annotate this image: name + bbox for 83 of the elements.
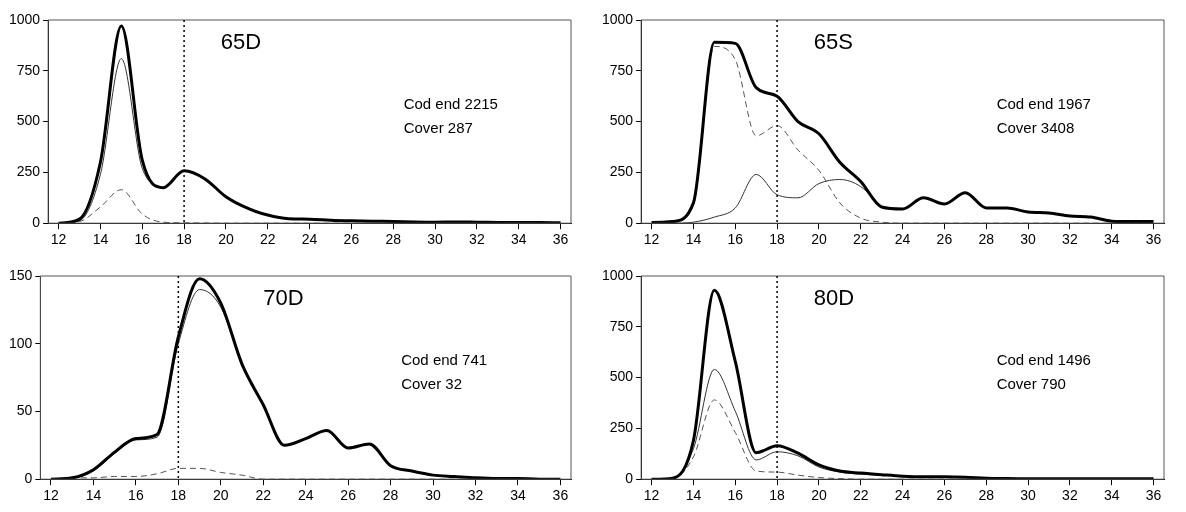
- x-tick-label: 22: [255, 487, 272, 504]
- x-tick-label: 14: [85, 487, 102, 504]
- annotation: Cod end 1967: [996, 94, 1091, 112]
- x-tick-label: 30: [425, 487, 442, 504]
- y-tick-label: 0: [625, 214, 634, 231]
- x-tick-label: 30: [1020, 231, 1037, 248]
- x-tick-label: 24: [894, 487, 911, 504]
- x-tick-label: 36: [552, 487, 569, 504]
- y-tick-label: 150: [9, 266, 33, 283]
- x-tick-label: 22: [852, 487, 869, 504]
- x-tick-label: 20: [212, 487, 229, 504]
- y-tick-label: 1000: [601, 10, 634, 27]
- x-tick-label: 18: [176, 231, 193, 248]
- x-tick-label: 18: [769, 231, 786, 248]
- x-tick-label: 12: [643, 231, 660, 248]
- x-tick-label: 32: [469, 231, 485, 248]
- y-tick-label: 0: [32, 214, 41, 231]
- y-tick-label: 250: [609, 163, 634, 180]
- y-tick-label: 1000: [8, 10, 41, 27]
- annotation: Cover 790: [996, 374, 1066, 392]
- x-tick-label: 26: [343, 231, 360, 248]
- chart-title: 65S: [813, 29, 853, 55]
- x-tick-label: 28: [978, 487, 995, 504]
- x-tick-label: 36: [1145, 231, 1162, 248]
- x-tick-label: 20: [811, 487, 827, 504]
- y-tick-label: 50: [16, 402, 33, 419]
- x-tick-label: 30: [1020, 487, 1037, 504]
- x-tick-label: 20: [218, 231, 234, 248]
- x-tick-label: 22: [259, 231, 276, 248]
- x-tick-label: 24: [297, 487, 314, 504]
- x-tick-label: 12: [50, 231, 67, 248]
- annotation: Cover 32: [401, 374, 463, 392]
- x-tick-label: 36: [552, 231, 569, 248]
- x-tick-label: 20: [811, 231, 827, 248]
- x-tick-label: 28: [385, 231, 402, 248]
- x-tick-label: 18: [170, 487, 187, 504]
- x-tick-label: 32: [1062, 231, 1078, 248]
- y-tick-label: 750: [609, 61, 634, 78]
- annotation: Cod end 741: [401, 350, 488, 368]
- y-tick-label: 500: [16, 112, 41, 129]
- x-tick-label: 34: [510, 231, 527, 248]
- x-tick-label: 12: [643, 487, 660, 504]
- y-tick-label: 750: [16, 61, 41, 78]
- x-tick-label: 32: [467, 487, 484, 504]
- x-tick-label: 16: [128, 487, 144, 504]
- y-tick-label: 500: [609, 368, 634, 385]
- x-tick-label: 18: [769, 487, 786, 504]
- x-tick-label: 26: [340, 487, 357, 504]
- chart-title: 80D: [813, 285, 855, 311]
- y-tick-label: 0: [24, 470, 33, 487]
- x-tick-label: 14: [685, 487, 702, 504]
- x-tick-label: 12: [43, 487, 59, 504]
- y-tick-label: 100: [9, 334, 33, 351]
- y-tick-label: 1000: [601, 266, 634, 283]
- x-tick-label: 34: [1103, 231, 1120, 248]
- x-tick-label: 34: [510, 487, 526, 504]
- x-tick-label: 32: [1062, 487, 1078, 504]
- y-tick-label: 250: [609, 419, 634, 436]
- x-tick-label: 26: [936, 487, 953, 504]
- x-tick-label: 16: [134, 231, 151, 248]
- chart-title: 65D: [220, 29, 262, 55]
- x-tick-label: 16: [727, 231, 744, 248]
- x-tick-label: 30: [427, 231, 444, 248]
- y-tick-label: 500: [609, 112, 634, 129]
- x-tick-label: 14: [92, 231, 109, 248]
- annotation: Cover 3408: [996, 118, 1075, 136]
- x-tick-label: 34: [1103, 487, 1120, 504]
- x-tick-label: 28: [978, 231, 995, 248]
- chart-title: 70D: [263, 285, 304, 311]
- annotation: Cover 287: [403, 118, 473, 136]
- y-tick-label: 750: [609, 317, 634, 334]
- x-tick-label: 16: [727, 487, 744, 504]
- x-tick-label: 28: [382, 487, 399, 504]
- annotation: Cod end 2215: [403, 94, 498, 112]
- annotation: Cod end 1496: [996, 350, 1091, 368]
- x-tick-label: 24: [301, 231, 318, 248]
- y-tick-label: 250: [16, 163, 41, 180]
- x-tick-label: 22: [852, 231, 869, 248]
- x-tick-label: 24: [894, 231, 911, 248]
- y-tick-label: 0: [625, 470, 634, 487]
- x-tick-label: 14: [685, 231, 702, 248]
- x-tick-label: 36: [1145, 487, 1162, 504]
- x-tick-label: 26: [936, 231, 953, 248]
